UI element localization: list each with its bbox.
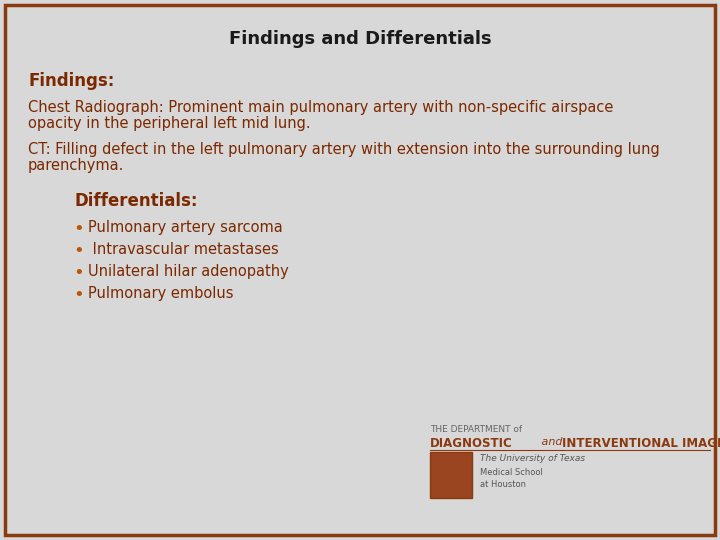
Text: DIAGNOSTIC: DIAGNOSTIC [430, 437, 513, 450]
Text: INTERVENTIONAL IMAGING: INTERVENTIONAL IMAGING [562, 437, 720, 450]
Text: Chest Radiograph: Prominent main pulmonary artery with non-specific airspace: Chest Radiograph: Prominent main pulmona… [28, 100, 613, 115]
Text: parenchyma.: parenchyma. [28, 158, 125, 173]
Text: The University of Texas: The University of Texas [480, 454, 585, 463]
Text: THE DEPARTMENT of: THE DEPARTMENT of [430, 425, 522, 434]
Text: Findings and Differentials: Findings and Differentials [229, 30, 491, 48]
Text: Intravascular metastases: Intravascular metastases [88, 242, 279, 257]
Text: Unilateral hilar adenopathy: Unilateral hilar adenopathy [88, 264, 289, 279]
Text: •: • [73, 242, 84, 260]
Text: •: • [73, 220, 84, 238]
Text: and: and [538, 437, 566, 447]
Text: at Houston: at Houston [480, 480, 526, 489]
Text: Pulmonary artery sarcoma: Pulmonary artery sarcoma [88, 220, 283, 235]
Text: •: • [73, 286, 84, 304]
Text: •: • [73, 264, 84, 282]
Text: opacity in the peripheral left mid lung.: opacity in the peripheral left mid lung. [28, 116, 310, 131]
Text: Differentials:: Differentials: [75, 192, 199, 210]
Text: CT: Filling defect in the left pulmonary artery with extension into the surround: CT: Filling defect in the left pulmonary… [28, 142, 660, 157]
Text: Findings:: Findings: [28, 72, 114, 90]
Text: Medical School: Medical School [480, 468, 543, 477]
Bar [430, 452, 472, 498]
Text: Pulmonary embolus: Pulmonary embolus [88, 286, 233, 301]
